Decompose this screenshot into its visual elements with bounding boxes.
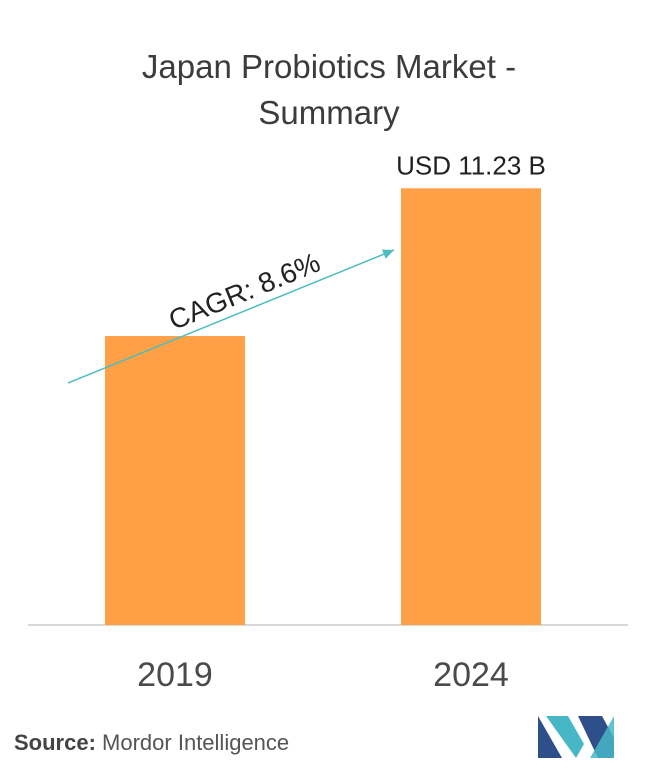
source-text: Mordor Intelligence — [102, 730, 290, 755]
logo-middle-shape — [546, 716, 584, 758]
chart-title: Japan Probiotics Market - Summary — [0, 44, 658, 136]
logo-left-shape — [538, 716, 562, 758]
chart-title-line-2: Summary — [258, 94, 400, 131]
cagr-arrow-head — [381, 249, 394, 259]
bar-2024 — [401, 188, 541, 625]
logo-right-accent — [590, 716, 614, 758]
data-label-2024: USD 11.23 B — [396, 150, 546, 180]
cagr-arrow-line — [67, 249, 395, 384]
mordor-intelligence-logo-icon — [538, 716, 614, 758]
bar-2019 — [105, 336, 245, 625]
x-tick-label-2024: 2024 — [433, 656, 509, 694]
chart-title-line-1: Japan Probiotics Market - — [141, 48, 517, 85]
x-tick-label-2019: 2019 — [137, 656, 213, 694]
source-label: Source: — [14, 730, 96, 755]
cagr-label: CAGR: 8.6% — [164, 247, 324, 336]
source-note: Source: Mordor Intelligence — [14, 730, 289, 756]
